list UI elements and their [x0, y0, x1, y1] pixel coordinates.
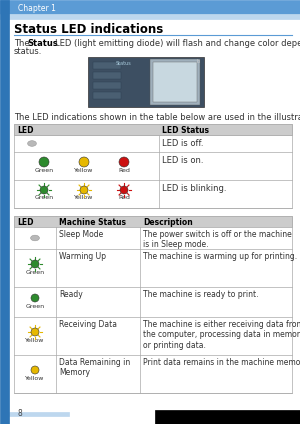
Text: Description: Description [143, 218, 193, 227]
Text: Warming Up: Warming Up [59, 252, 106, 261]
Text: LED is off.: LED is off. [162, 139, 203, 148]
Text: LED is blinking.: LED is blinking. [162, 184, 226, 193]
Circle shape [39, 157, 49, 167]
Bar [88, 57, 204, 107]
Circle shape [31, 260, 39, 268]
Text: The: The [14, 39, 32, 48]
Text: The machine is ready to print.: The machine is ready to print. [143, 290, 259, 299]
Bar [155, 410, 300, 424]
Text: Receiving Data: Receiving Data [59, 320, 117, 329]
Circle shape [80, 186, 88, 194]
Text: Print data remains in the machine memory.: Print data remains in the machine memory… [143, 358, 300, 367]
Text: LED (light emitting diode) will flash and change color depending on the machine': LED (light emitting diode) will flash an… [55, 39, 300, 48]
Text: LED is on.: LED is on. [162, 156, 203, 165]
Bar [0, 14, 300, 19]
Circle shape [40, 186, 48, 194]
Circle shape [31, 328, 39, 336]
Bar [14, 124, 292, 208]
Text: Status: Status [115, 61, 131, 66]
Text: Yellow: Yellow [74, 195, 94, 200]
Bar [14, 216, 292, 227]
Bar [93, 82, 121, 89]
Text: Yellow: Yellow [74, 168, 94, 173]
Ellipse shape [28, 141, 36, 146]
Text: Sleep Mode: Sleep Mode [59, 230, 103, 239]
Text: The machine is warming up for printing.: The machine is warming up for printing. [143, 252, 297, 261]
Text: Status: Status [27, 39, 58, 48]
Circle shape [79, 157, 89, 167]
Circle shape [31, 366, 39, 374]
Text: Yellow: Yellow [25, 376, 45, 381]
Text: Red: Red [118, 168, 130, 173]
Bar [0, 0, 300, 14]
Text: 8: 8 [18, 410, 23, 418]
Text: LED Status: LED Status [162, 126, 209, 135]
Bar [0, 0, 9, 424]
Text: Ready: Ready [59, 290, 83, 299]
Text: Green: Green [34, 195, 54, 200]
Text: Chapter 1: Chapter 1 [18, 4, 56, 13]
Text: LED: LED [17, 218, 34, 227]
Text: status.: status. [14, 47, 42, 56]
Text: Machine Status: Machine Status [59, 218, 126, 227]
Text: Green: Green [26, 304, 45, 309]
Text: Yellow: Yellow [25, 338, 45, 343]
Text: Green: Green [34, 168, 54, 173]
Text: LED: LED [17, 126, 34, 135]
Text: The machine is either receiving data from
the computer, processing data in memor: The machine is either receiving data fro… [143, 320, 300, 350]
Text: Data Remaining in
Memory: Data Remaining in Memory [59, 358, 130, 377]
Text: b: b [197, 59, 200, 64]
Text: The LED indications shown in the table below are used in the illustrations in th: The LED indications shown in the table b… [14, 113, 300, 122]
Bar [14, 124, 292, 135]
Bar [93, 62, 121, 69]
Circle shape [120, 186, 128, 194]
Bar [153, 62, 197, 102]
Text: Status LED indications: Status LED indications [14, 23, 163, 36]
Text: Red: Red [118, 195, 130, 200]
Ellipse shape [31, 235, 39, 241]
Text: Green: Green [26, 270, 45, 275]
Text: The power switch is off or the machine
is in Sleep mode.: The power switch is off or the machine i… [143, 230, 292, 249]
Circle shape [119, 157, 129, 167]
Bar [93, 92, 121, 99]
Bar [93, 72, 121, 79]
Bar [9, 412, 69, 416]
Bar [14, 216, 292, 393]
Circle shape [31, 294, 39, 302]
Bar [150, 59, 200, 105]
